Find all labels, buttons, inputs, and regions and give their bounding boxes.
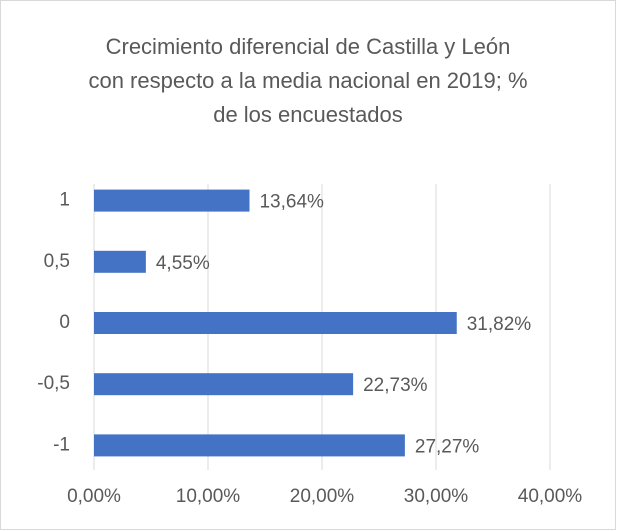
x-tick-label: 0,00% <box>67 486 121 507</box>
y-tick-label: -1 <box>53 434 70 455</box>
y-tick-label: -0,5 <box>37 373 70 394</box>
bar <box>94 312 457 334</box>
bar <box>94 189 250 212</box>
y-tick-label: 0 <box>59 312 70 333</box>
bar <box>94 250 146 273</box>
value-label: 22,73% <box>363 375 428 396</box>
x-tick-label: 10,00% <box>176 486 241 507</box>
bar <box>94 434 405 457</box>
value-label: 13,64% <box>259 192 324 213</box>
value-label: 27,27% <box>415 436 480 457</box>
value-label: 31,82% <box>467 314 532 335</box>
y-tick-label: 1 <box>59 190 70 211</box>
value-label: 4,55% <box>156 253 210 274</box>
x-tick-label: 30,00% <box>404 486 469 507</box>
y-tick-label: 0,5 <box>44 251 70 272</box>
x-tick-label: 20,00% <box>290 486 355 507</box>
bar <box>94 373 354 396</box>
x-tick-label: 40,00% <box>518 486 583 507</box>
chart-title: Crecimiento diferencial de Castilla y Le… <box>88 34 528 127</box>
